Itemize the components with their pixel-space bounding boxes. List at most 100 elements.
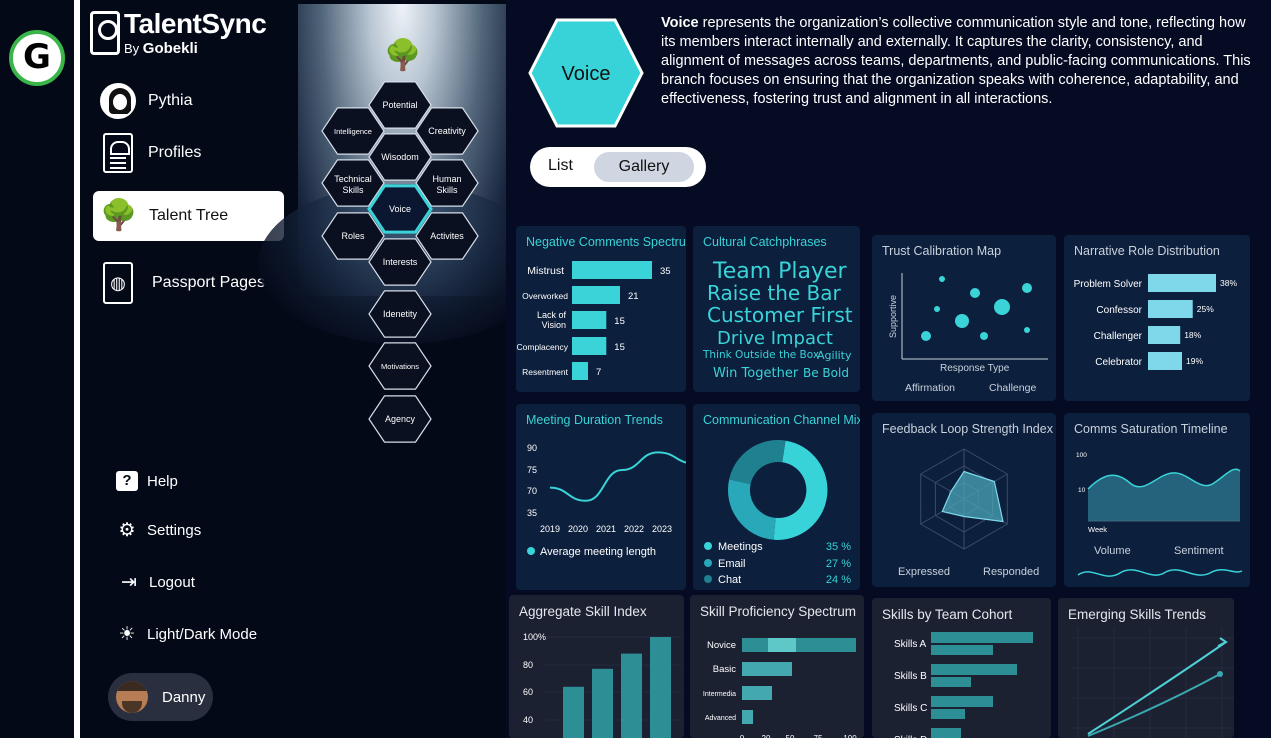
list-view-option[interactable]: List	[548, 157, 573, 174]
tree-node-intelligence[interactable]: Intelligence	[321, 107, 385, 155]
card-channel-mix[interactable]: Communication Channel Mix Meetings 35 % Em…	[693, 404, 860, 590]
card-feedback-loop[interactable]: Feedback Loop Strength Index Expressed Re…	[872, 413, 1056, 587]
tick-label: 60	[523, 687, 533, 697]
tick-label: Complacency	[517, 342, 569, 352]
tick-label: 2021	[596, 524, 616, 534]
hex-label: Interests	[383, 257, 418, 267]
hex-shape	[415, 212, 479, 260]
card-title: Skills by Team Cohort	[882, 607, 1013, 622]
help-button[interactable]: ? Help	[116, 466, 178, 496]
sidebar-item-passport-pages[interactable]: ◍ Passport Pages	[92, 258, 284, 308]
user-menu[interactable]: Danny	[108, 673, 213, 721]
tick-label: Resentment	[522, 367, 568, 377]
bar	[1148, 274, 1216, 292]
area-fill	[1088, 469, 1240, 521]
sidebar-item-label: Profiles	[148, 144, 202, 161]
tick-label: Problem Solver	[1074, 279, 1143, 290]
tree-node-voice[interactable]: Voice	[367, 184, 433, 234]
tree-icon: 🌳	[100, 199, 138, 232]
sidebar-item-talent-tree[interactable]: 🌳 Talent Tree	[93, 191, 284, 241]
tree-node-potential[interactable]: Potential	[368, 81, 432, 129]
tick-label: 0	[740, 734, 745, 738]
tree-node-interests[interactable]: Interests	[368, 238, 432, 286]
tick-label: 90	[527, 443, 537, 453]
scatter-point	[955, 314, 969, 328]
data-label: 25%	[1197, 304, 1214, 314]
tree-icon: 🌳	[384, 39, 422, 72]
trust-scatter-chart: Supportive Response Type Affirmation Challe…	[888, 273, 1048, 394]
scatter-point	[1024, 327, 1030, 333]
card-aggregate-skill[interactable]: Aggregate Skill Index 100% 80 60 40	[509, 595, 684, 738]
tree-node-roles[interactable]: Roles	[321, 212, 385, 260]
gobekli-logo-icon[interactable]: G	[9, 30, 65, 86]
tick-label: Advanced	[705, 715, 736, 722]
tick-label: Lack of	[537, 310, 567, 320]
bar	[1148, 326, 1181, 344]
tick-label: Skills C	[894, 703, 927, 714]
hex-label: Wisodom	[381, 152, 419, 162]
card-skills-cohort[interactable]: Skills by Team Cohort Skills A Skills B Sk…	[872, 598, 1051, 738]
card-meeting-duration[interactable]: Meeting Duration Trends 90 75 70 35 2019 2020…	[516, 404, 686, 590]
tree-node-activites[interactable]: Activites	[415, 212, 479, 260]
card-trust-calibration[interactable]: Trust Calibration Map Supportive Response…	[872, 235, 1056, 401]
passport-icon: ◍	[103, 262, 133, 304]
hex-shape	[368, 81, 432, 129]
hex-shape	[368, 238, 432, 286]
tick-label: Intermedia	[703, 691, 736, 698]
legend-label: Chat	[718, 574, 741, 586]
tree-node-idenetity[interactable]: Idenetity	[368, 290, 432, 338]
card-emerging-skills[interactable]: Emerging Skills Trends	[1058, 598, 1234, 738]
bar	[931, 645, 993, 655]
logout-button[interactable]: ⇥ Logout	[118, 567, 195, 597]
card-title: Cultural Catchphrases	[703, 235, 827, 249]
view-toggle[interactable]: List Gallery	[530, 147, 706, 187]
pie-slice	[729, 440, 786, 485]
bar	[572, 362, 588, 380]
card-comms-saturation[interactable]: Comms Saturation Timeline 100 10 Week Volum…	[1064, 413, 1250, 587]
card-title: Emerging Skills Trends	[1068, 607, 1207, 622]
settings-button[interactable]: ⚙ Settings	[116, 515, 201, 545]
bar	[572, 311, 607, 329]
bar	[931, 728, 961, 738]
legend-label: Email	[718, 558, 746, 570]
logout-icon: ⇥	[121, 571, 137, 593]
gallery-view-option[interactable]: Gallery	[594, 152, 694, 182]
legend-swatch	[704, 575, 712, 583]
hex-shape	[321, 159, 385, 207]
brand-name: TalentSync	[124, 8, 267, 39]
card-title: Aggregate Skill Index	[519, 604, 647, 619]
tree-node-wisodom[interactable]: Wisodom	[368, 133, 432, 181]
voice-description: Voice represents the organization’s coll…	[661, 15, 1251, 107]
sidebar-item-profiles[interactable]: Profiles	[92, 128, 284, 178]
app-rail: G	[0, 0, 74, 738]
hex-label: Activites	[430, 231, 464, 241]
tree-node-motivations[interactable]: Motivations	[368, 342, 432, 390]
sidebar-item-pythia[interactable]: Pythia	[92, 76, 284, 126]
hex-label: Idenetity	[383, 309, 418, 319]
sidebar-item-label: Pythia	[148, 92, 193, 109]
catchphrase: Team Player	[712, 259, 848, 284]
bar	[650, 637, 671, 738]
tree-node-creativity[interactable]: Creativity	[415, 107, 479, 155]
hex-shape	[368, 395, 432, 443]
card-negative-comments[interactable]: Negative Comments Spectrum Mistrust 35 Ove…	[516, 226, 686, 392]
voice-title: Voice	[562, 63, 611, 85]
profile-doc-icon	[103, 133, 133, 173]
tick-label: Vision	[542, 320, 566, 330]
hex-label: Voice	[389, 204, 411, 214]
card-skill-proficiency[interactable]: Skill Proficiency Spectrum Novice Basic In…	[690, 595, 864, 738]
data-label: 38%	[1220, 278, 1237, 288]
bar	[621, 653, 642, 738]
legend-swatch	[704, 559, 712, 567]
channel-mix-chart: Meetings 35 % Email 27 % Chat 24 %	[704, 440, 851, 586]
skills-cohort-chart: Skills A Skills B Skills C Skills D	[894, 632, 1033, 738]
legend-swatch	[527, 547, 535, 555]
hex-shape	[368, 290, 432, 338]
card-cultural-catchphrases[interactable]: Cultural Catchphrases Team Player Raise t…	[693, 226, 860, 392]
card-narrative-role[interactable]: Narrative Role Distribution Problem Solv…	[1064, 235, 1250, 401]
tree-node-agency[interactable]: Agency	[368, 395, 432, 443]
theme-toggle-button[interactable]: ☀ Light/Dark Mode	[116, 619, 257, 649]
